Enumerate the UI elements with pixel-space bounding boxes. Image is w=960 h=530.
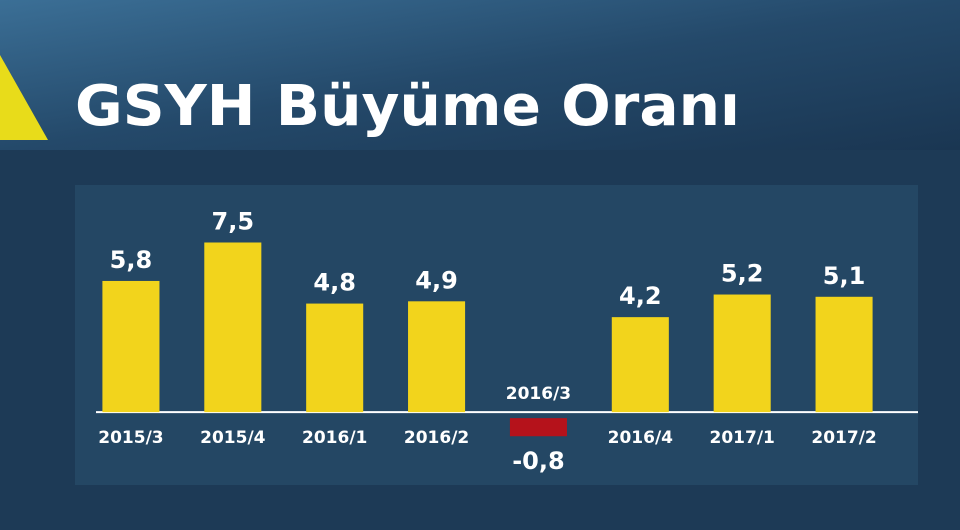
x-tick-label: 2015/4	[200, 428, 266, 448]
x-tick-label: 2016/1	[302, 428, 367, 448]
x-tick-label: 2017/2	[811, 428, 876, 448]
bar	[204, 242, 262, 413]
bar	[102, 280, 160, 413]
value-label: -0,8	[512, 447, 564, 475]
value-label: 4,8	[313, 269, 356, 297]
x-tick-label: 2016/4	[608, 428, 674, 448]
value-label: 5,8	[110, 246, 153, 274]
x-tick-label: 2017/1	[710, 428, 775, 448]
bar	[815, 296, 873, 413]
x-tick-label: 2016/2	[404, 428, 469, 448]
x-tick-label: 2015/3	[98, 428, 163, 448]
bar	[306, 303, 364, 413]
bar	[408, 301, 466, 413]
bar	[611, 317, 669, 413]
header-band	[0, 0, 960, 150]
value-label: 5,1	[823, 262, 866, 290]
value-label: 4,9	[415, 266, 458, 294]
value-label: 4,2	[619, 282, 662, 310]
value-label: 7,5	[212, 208, 255, 236]
chart-title: GSYH Büyüme Oranı	[75, 74, 740, 139]
bar	[713, 294, 771, 413]
accent-triangle	[0, 55, 48, 140]
x-tick-label: 2016/3	[506, 384, 571, 404]
bar	[509, 418, 567, 437]
value-label: 5,2	[721, 260, 764, 288]
